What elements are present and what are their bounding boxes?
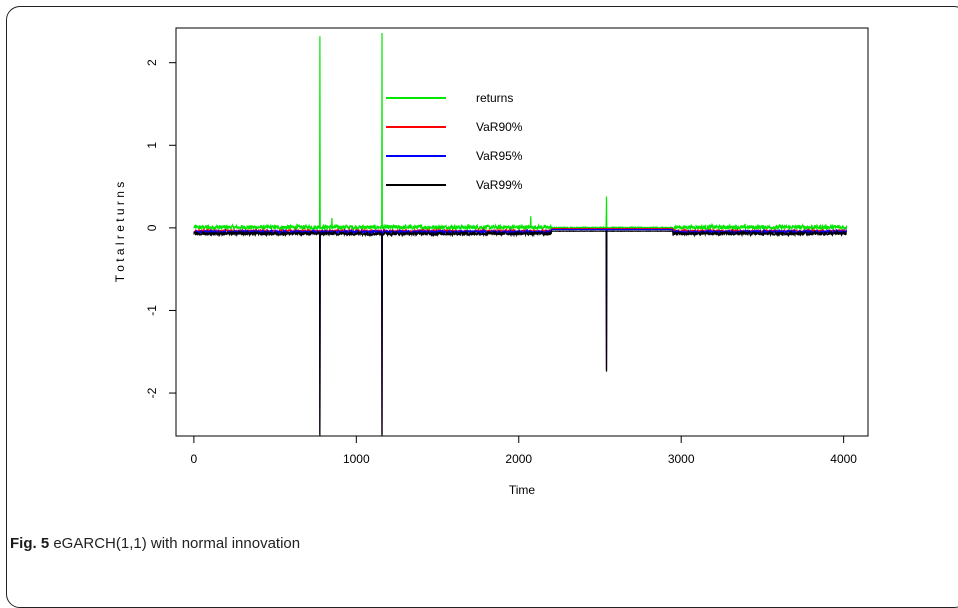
series-line-var90	[193, 227, 848, 435]
y-axis-title: T o t a l r e t u r n s	[113, 182, 127, 282]
x-tick-label: 1000	[343, 452, 370, 466]
figure-caption: Fig. 5 eGARCH(1,1) with normal innovatio…	[10, 535, 300, 552]
y-axis: -2 -1 0 1 2	[145, 59, 177, 398]
legend-label: returns	[476, 91, 513, 105]
legend-label: VaR90%	[476, 120, 523, 134]
chart: 0 1000 2000 3000 4000 -2 -1 0 1 2 Time T o t a l…	[113, 27, 869, 497]
y-tick-label: 2	[145, 59, 159, 66]
x-tick-label: 0	[191, 452, 198, 466]
series-line-returns	[193, 32, 848, 232]
legend-label: VaR95%	[476, 149, 523, 163]
x-axis: 0 1000 2000 3000 4000	[191, 435, 857, 466]
legend: returns VaR90% VaR95% VaR99%	[386, 91, 523, 192]
series-layer	[193, 32, 848, 437]
series-line-var95	[193, 228, 848, 435]
x-tick-label: 4000	[830, 452, 857, 466]
y-tick-label: -2	[145, 387, 159, 398]
y-tick-label: -1	[145, 305, 159, 316]
x-tick-label: 3000	[668, 452, 695, 466]
x-tick-label: 2000	[505, 452, 532, 466]
figure-number: Fig. 5	[10, 535, 50, 552]
x-axis-title: Time	[509, 483, 536, 497]
legend-label: VaR99%	[476, 178, 523, 192]
series-line-var99	[193, 229, 847, 437]
y-tick-label: 0	[145, 224, 159, 231]
y-tick-label: 1	[145, 142, 159, 149]
caption-text: eGARCH(1,1) with normal innovation	[53, 535, 301, 552]
